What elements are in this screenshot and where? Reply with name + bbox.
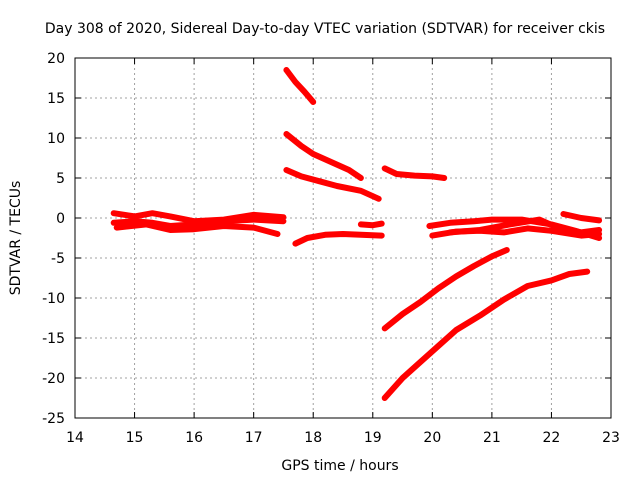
- series-line-6: [283, 167, 382, 202]
- series-line-3: [113, 221, 281, 237]
- y-tick-label: 10: [47, 131, 65, 147]
- x-tick-label: 21: [483, 430, 501, 446]
- axis-ticks: 14 15 16 17 18 19 20 21 22 23 20 15 10 5 0 -5 -10 -15 -20 -…: [42, 51, 620, 446]
- chart-title: Day 308 of 2020, Sidereal Day-to-day VTE…: [45, 21, 605, 37]
- x-tick-label: 15: [126, 430, 144, 446]
- series-line-14: [381, 247, 510, 332]
- series-line-7: [292, 231, 385, 247]
- x-tick-label: 19: [364, 430, 382, 446]
- series-line-5: [283, 131, 364, 181]
- x-tick-label: 18: [304, 430, 322, 446]
- series-line-12: [447, 216, 603, 236]
- grid-lines: [75, 58, 611, 418]
- series-line-2: [110, 216, 287, 229]
- series-line-1: [110, 210, 287, 225]
- y-tick-label: 20: [47, 51, 65, 67]
- plot-frame: [74, 57, 612, 419]
- y-tick-label: 15: [47, 91, 65, 107]
- x-tick-label: 17: [245, 430, 263, 446]
- series-group: [110, 67, 603, 401]
- x-tick-label: 20: [423, 430, 441, 446]
- y-tick-label: 5: [56, 171, 65, 187]
- series-line-13: [560, 211, 603, 224]
- y-tick-label: -20: [42, 371, 65, 387]
- series-line-15: [381, 268, 591, 401]
- y-axis-label: SDTVAR / TECUs: [8, 181, 24, 296]
- series-line-9: [381, 165, 448, 181]
- x-tick-label: 22: [543, 430, 561, 446]
- y-tick-label: -25: [42, 411, 65, 427]
- series-line-8: [357, 220, 385, 229]
- y-tick-label: -15: [42, 331, 65, 347]
- x-tick-label: 23: [602, 430, 620, 446]
- x-tick-label: 16: [185, 430, 203, 446]
- y-tick-label: 0: [56, 211, 65, 227]
- x-tick-label: 14: [66, 430, 84, 446]
- y-tick-label: -10: [42, 291, 65, 307]
- series-line-4: [283, 67, 317, 105]
- x-axis-label: GPS time / hours: [281, 458, 398, 474]
- y-tick-label: -5: [51, 251, 65, 267]
